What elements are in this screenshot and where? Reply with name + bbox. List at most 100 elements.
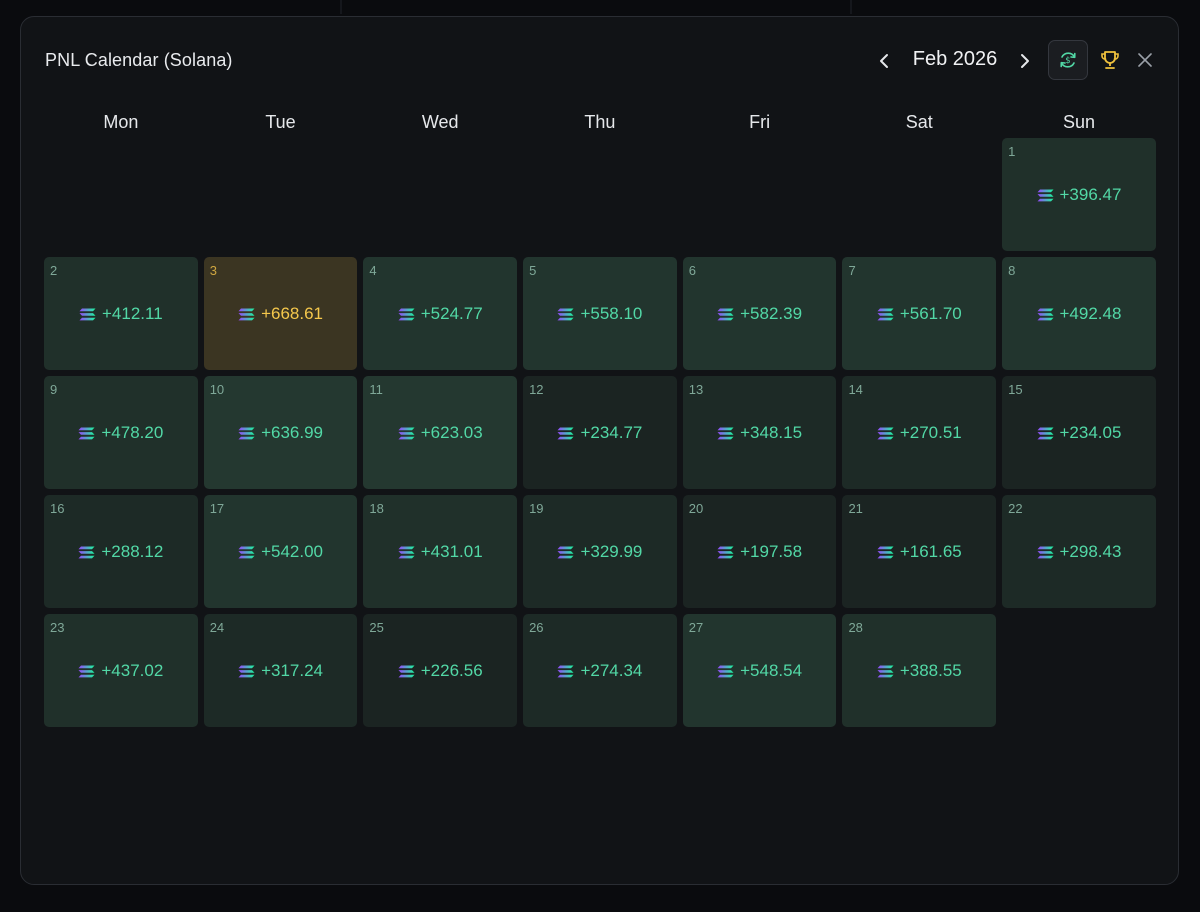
pnl-value: +288.12 [101, 542, 164, 561]
solana-icon [238, 427, 255, 439]
day-number: 1 [1008, 144, 1016, 159]
day-number: 14 [848, 382, 863, 397]
solana-icon [717, 427, 734, 439]
pnl-value: +412.11 [102, 304, 163, 323]
solana-icon [877, 308, 894, 320]
day-number: 18 [369, 501, 384, 516]
day-cell[interactable]: 6 +582.39 [682, 257, 837, 370]
chevron-left-icon [880, 54, 888, 68]
day-cell[interactable]: 4 +524.77 [363, 257, 518, 370]
trophy-icon [1101, 51, 1119, 69]
pnl-value: +548.54 [740, 661, 803, 680]
day-number: 10 [209, 382, 225, 397]
day-cell[interactable]: 16 +288.12 [44, 495, 198, 608]
pnl-value: +161.65 [899, 542, 962, 561]
day-pnl: +329.99 [523, 542, 677, 562]
day-number: 5 [529, 263, 537, 278]
pnl-value: +234.77 [580, 423, 643, 442]
day-number: 12 [529, 382, 544, 397]
leaderboard-button[interactable] [1097, 47, 1123, 73]
chevron-right-icon [1021, 54, 1029, 68]
empty-day-cell [363, 138, 517, 251]
empty-day-cell [204, 138, 358, 251]
empty-day-cell [842, 138, 996, 251]
day-cell[interactable]: 7 +561.70 [842, 257, 997, 370]
day-cell[interactable]: 13 +348.15 [682, 376, 837, 489]
day-cell[interactable]: 27 +548.54 [682, 614, 837, 727]
weekday-label: Mon [103, 112, 139, 132]
pnl-value: +317.24 [261, 661, 323, 680]
day-cell[interactable]: 11 +623.03 [363, 376, 518, 489]
day-cell[interactable]: 25 +226.56 [363, 614, 518, 727]
day-number: 15 [1008, 382, 1023, 397]
pnl-value: +492.48 [1059, 304, 1122, 323]
svg-text:$: $ [1065, 56, 1070, 66]
day-cell[interactable]: 17 +542.00 [203, 495, 358, 608]
background-divider [850, 0, 852, 14]
solana-icon [398, 427, 415, 439]
solana-icon [398, 546, 415, 558]
day-cell[interactable]: 23 +437.02 [44, 614, 198, 727]
solana-icon [717, 665, 734, 677]
day-cell[interactable]: 20 +197.58 [682, 495, 837, 608]
solana-icon [398, 308, 415, 320]
solana-icon [1037, 189, 1053, 201]
day-number: 2 [50, 263, 58, 278]
weekday-label: Fri [749, 112, 771, 132]
pnl-value: +197.58 [740, 542, 803, 561]
day-cell[interactable]: 10 +636.99 [203, 376, 358, 489]
day-number: 13 [688, 382, 704, 397]
day-pnl: +558.10 [523, 304, 677, 324]
solana-icon [238, 308, 255, 320]
close-button[interactable] [1133, 48, 1157, 72]
day-cell[interactable]: 9 +478.20 [44, 376, 198, 489]
day-number: 3 [209, 263, 217, 278]
weekday-label: Tue [265, 112, 296, 132]
day-cell[interactable]: 19 +329.99 [523, 495, 677, 608]
day-cell[interactable]: 21 +161.65 [842, 495, 997, 608]
pnl-value: +431.01 [420, 542, 483, 561]
day-cell[interactable]: 8 +492.48 [1002, 257, 1156, 370]
day-cell[interactable]: 15 +234.05 [1002, 376, 1156, 489]
day-pnl: +348.15 [683, 423, 837, 443]
day-pnl: +288.12 [44, 542, 198, 562]
solana-icon [398, 665, 415, 677]
day-number: 17 [209, 501, 225, 516]
day-pnl: +226.56 [363, 661, 517, 681]
day-cell[interactable]: 28 +388.55 [842, 614, 997, 727]
solana-icon [877, 427, 894, 439]
day-cell[interactable]: 3 +668.61 [203, 257, 358, 370]
day-cell[interactable]: 18 +431.01 [363, 495, 518, 608]
pnl-value: +388.55 [899, 661, 962, 680]
day-number: 9 [50, 382, 58, 397]
day-cell[interactable]: 26 +274.34 [523, 614, 677, 727]
pnl-value: +524.77 [420, 304, 483, 323]
empty-day-cell [683, 138, 837, 251]
currency-toggle-button[interactable]: $ [1048, 40, 1088, 80]
weekday-header-row: Mon Tue Wed Thu Fri Sat Sun [44, 112, 1156, 136]
day-pnl: +478.20 [44, 423, 198, 443]
day-cell[interactable]: 14 +270.51 [842, 376, 997, 489]
pnl-value: +437.02 [101, 661, 164, 680]
day-cell[interactable]: 22 +298.43 [1002, 495, 1156, 608]
day-pnl: +582.39 [683, 304, 837, 324]
day-cell[interactable]: 1 +396.47 [1002, 138, 1156, 251]
day-number: 24 [209, 620, 225, 635]
empty-day-cell [44, 138, 198, 251]
day-number: 8 [1008, 263, 1016, 278]
day-cell[interactable]: 5 +558.10 [523, 257, 677, 370]
day-number: 28 [848, 620, 863, 635]
day-cell[interactable]: 24 +317.24 [203, 614, 358, 727]
next-month-button[interactable] [1012, 47, 1036, 75]
pnl-value: +348.15 [740, 423, 803, 442]
pnl-value: +636.99 [261, 423, 323, 442]
solana-icon [717, 546, 734, 558]
solana-icon [877, 665, 894, 677]
previous-month-button[interactable] [873, 47, 897, 75]
day-cell[interactable]: 2 +412.11 [44, 257, 198, 370]
solana-icon [78, 546, 95, 558]
weekday-label: Wed [421, 112, 459, 132]
day-number: 16 [50, 501, 65, 516]
month-label: Feb 2026 [912, 48, 998, 70]
day-cell[interactable]: 12 +234.77 [523, 376, 677, 489]
